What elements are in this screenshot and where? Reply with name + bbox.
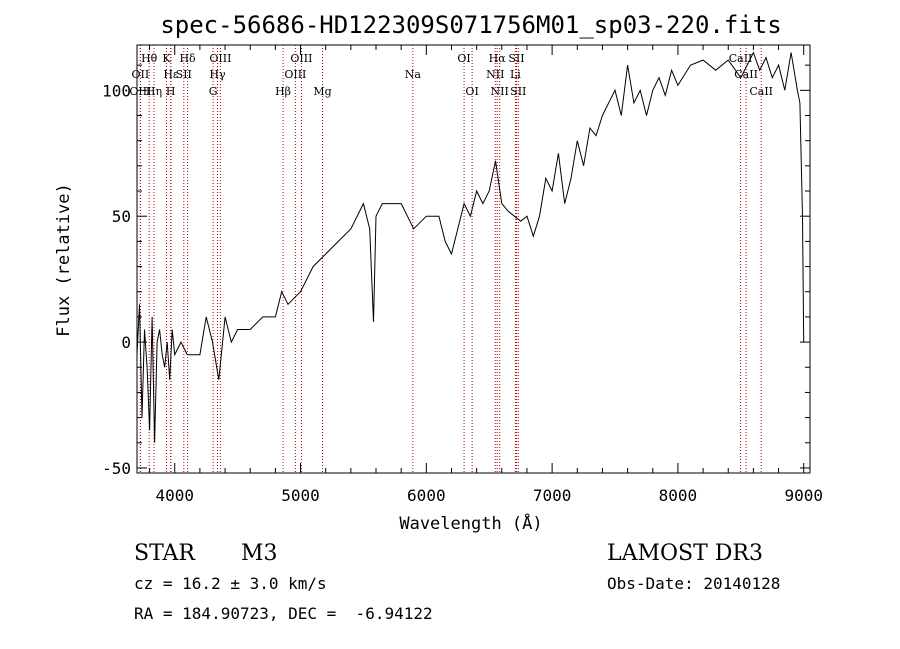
- line-marker-label: Hδ: [179, 52, 196, 65]
- coordinates: RA = 184.90723, DEC = -6.94122: [134, 604, 433, 623]
- line-marker-label: CaII: [749, 85, 773, 98]
- line-marker-label: G: [209, 85, 218, 98]
- line-marker-label: CaII: [729, 52, 753, 65]
- line-marker-label: Hη: [146, 85, 162, 98]
- x-axis-label: Wavelength (Å): [399, 512, 542, 534]
- x-tick-label: 5000: [281, 486, 320, 505]
- object-class: STAR: [134, 541, 195, 566]
- spectrum-line: [136, 51, 805, 443]
- x-axis-ticks: 4000 5000 6000 7000 8000 9000: [149, 45, 823, 505]
- line-marker-label: SII: [510, 85, 526, 98]
- y-tick-label: 0: [121, 333, 131, 352]
- redshift-value: cz = 16.2 ± 3.0 km/s: [134, 574, 327, 593]
- line-marker-label: Na: [405, 68, 422, 81]
- x-tick-label: 4000: [155, 486, 194, 505]
- line-marker-label: H: [166, 85, 176, 98]
- y-tick-label: 100: [102, 81, 131, 100]
- spectral-line-markers: [139, 45, 762, 473]
- x-tick-label: 8000: [659, 486, 698, 505]
- line-marker-label: OIII: [284, 68, 306, 81]
- plot-frame: [136, 44, 811, 474]
- chart-title: spec-56686-HD122309S071756M01_sp03-220.f…: [160, 11, 781, 39]
- line-marker-label: Hα: [489, 52, 507, 65]
- line-marker-label: OI: [457, 52, 470, 65]
- line-marker-label: SII: [508, 52, 524, 65]
- line-marker-label: NII: [486, 68, 504, 81]
- line-marker-label: K: [162, 52, 171, 65]
- object-subclass: M3: [241, 541, 278, 566]
- x-tick-label: 6000: [407, 486, 446, 505]
- line-marker-label: Hβ: [275, 85, 291, 98]
- line-marker-label: OIII: [290, 52, 312, 65]
- line-marker-label: OI: [465, 85, 478, 98]
- line-marker-label: OIII: [129, 85, 151, 98]
- x-tick-label: 7000: [533, 486, 572, 505]
- line-marker-label: OII: [132, 68, 150, 81]
- line-marker-label: Hε: [163, 68, 179, 81]
- line-marker-label: OIII: [209, 52, 231, 65]
- y-axis-label: Flux (relative): [54, 183, 74, 337]
- line-marker-label: Hγ: [209, 68, 226, 81]
- y-tick-label: -50: [102, 459, 131, 478]
- line-marker-label: Mg: [313, 85, 331, 98]
- observation-date: Obs-Date: 20140128: [607, 574, 781, 593]
- line-marker-label: Li: [510, 68, 521, 81]
- line-marker-label: Hθ: [141, 52, 158, 65]
- line-marker-label: CaII: [734, 68, 758, 81]
- line-marker-label: NII: [491, 85, 509, 98]
- x-tick-label: 9000: [784, 486, 823, 505]
- survey-name: LAMOST DR3: [607, 541, 763, 566]
- y-tick-label: 50: [112, 207, 131, 226]
- y-axis-ticks: -50 0 50 100: [102, 64, 810, 478]
- line-marker-label: SII: [176, 68, 192, 81]
